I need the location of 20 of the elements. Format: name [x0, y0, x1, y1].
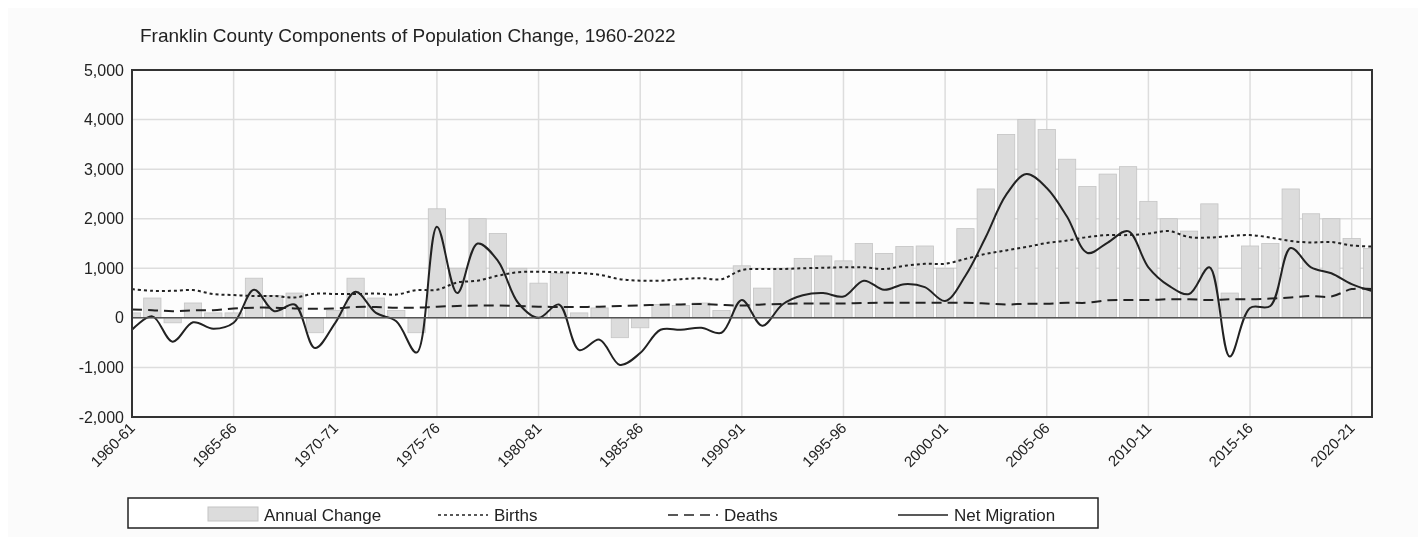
bar: [610, 317, 629, 339]
legend-label: Net Migration: [954, 505, 1056, 525]
legend-label: Births: [494, 505, 538, 525]
legend-label: Deaths: [724, 505, 778, 525]
bar: [773, 267, 792, 319]
y-tick-label: 4,000: [83, 111, 125, 129]
y-tick-label: 5,000: [83, 61, 125, 79]
y-tick-label: -2,000: [78, 408, 125, 426]
legend-label: Annual Change: [264, 505, 382, 525]
bar: [671, 305, 690, 319]
bar: [753, 287, 772, 319]
y-tick-label: -1,000: [78, 359, 125, 377]
y-tick-label: 3,000: [83, 160, 125, 178]
bar: [793, 257, 812, 319]
bar: [143, 297, 162, 319]
chart-title: Franklin County Components of Population Change, 1960-2022: [140, 25, 676, 46]
y-tick-label: 2,000: [83, 210, 125, 228]
y-tick-label: 0: [115, 309, 125, 327]
bar: [875, 253, 894, 319]
y-tick-label: 1,000: [83, 259, 125, 277]
